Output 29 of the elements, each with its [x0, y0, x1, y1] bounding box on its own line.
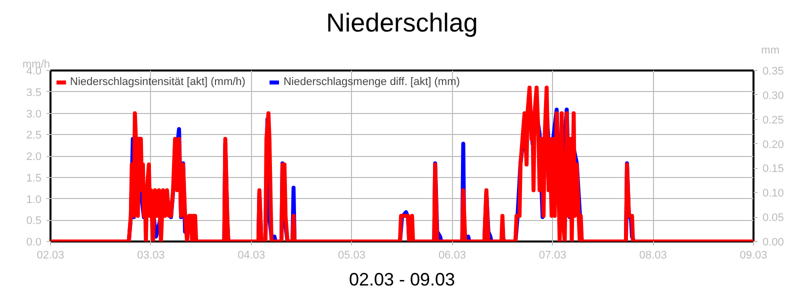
y2-tick-label: 0.30	[762, 90, 784, 102]
y-tick-label: 2.0	[26, 151, 42, 163]
x-tick-label: 03.03	[137, 250, 165, 262]
legend-label: Niederschlagsintensität [akt] (mm/h)	[70, 76, 246, 88]
x-axis-title: 02.03 - 09.03	[348, 270, 456, 290]
y2-tick-label: 0.00	[762, 236, 784, 248]
x-tick-label: 07.03	[538, 250, 566, 262]
x-tick-label: 09.03	[740, 250, 768, 262]
y2-tick-label: 0.35	[762, 66, 784, 78]
y-tick-label: 3.5	[26, 86, 42, 99]
y-tick-label: 1.5	[26, 172, 42, 184]
y2-tick-label: 0.20	[762, 138, 784, 151]
x-tick-label: 08.03	[639, 250, 667, 262]
y-tick-label: 2.5	[26, 130, 42, 142]
y-tick-label: 3.0	[26, 108, 42, 120]
y2-tick-label: 0.15	[762, 163, 784, 176]
x-tick-label: 02.03	[36, 250, 64, 262]
legend-label: Niederschlagsmenge diff. [akt] (mm)	[283, 76, 460, 88]
y2-tick-label: 0.10	[762, 188, 784, 200]
x-tick-label: 06.03	[438, 250, 466, 262]
y2-tick-label: 0.05	[762, 212, 784, 224]
x-tick-label: 04.03	[238, 250, 266, 262]
x-tick-label: 05.03	[338, 250, 366, 262]
y-tick-label: 0.5	[26, 215, 42, 228]
y2-axis-title: mm	[761, 44, 780, 56]
chart-title: Niederschlag	[326, 8, 478, 38]
y-tick-label: 0.0	[26, 236, 42, 248]
y-tick-label: 1.0	[26, 194, 42, 206]
y2-tick-label: 0.25	[762, 114, 784, 126]
